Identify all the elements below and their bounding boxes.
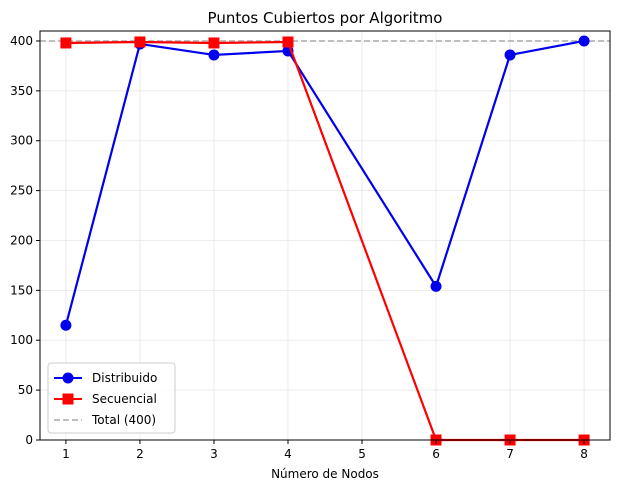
- legend: Distribuido Secuencial Total (400): [47, 362, 176, 434]
- y-tick-label: 350: [10, 84, 33, 98]
- data-point-distribuido: [578, 35, 590, 47]
- x-tick-label: 5: [358, 447, 366, 461]
- data-point-secuencial: [282, 36, 294, 48]
- x-tick-label: 1: [62, 447, 70, 461]
- x-tick-label: 3: [210, 447, 218, 461]
- y-tick-label: 0: [25, 433, 33, 447]
- x-axis-title: Número de Nodos: [271, 467, 379, 481]
- y-tick-label: 250: [10, 184, 33, 198]
- data-point-secuencial: [60, 37, 72, 49]
- y-tick-label: 200: [10, 233, 33, 247]
- y-axis-ticks: 0 50 100 150 200 250 300 350 400: [10, 34, 40, 447]
- plot-frame: [39, 30, 611, 441]
- x-tick-label: 7: [506, 447, 514, 461]
- y-tick-label: 150: [10, 283, 33, 297]
- y-tick-label: 400: [10, 34, 33, 48]
- data-point-secuencial: [134, 36, 146, 48]
- x-axis-ticks: 1 2 3 4 5 6 7 8: [62, 440, 588, 461]
- data-point-distribuido: [208, 49, 220, 61]
- legend-label-distribuido: Distribuido: [92, 371, 157, 385]
- x-tick-label: 6: [432, 447, 440, 461]
- legend-label-secuencial: Secuencial: [92, 392, 157, 406]
- data-point-distribuido: [430, 280, 442, 292]
- chart-title: Puntos Cubiertos por Algoritmo: [208, 9, 443, 27]
- data-point-distribuido: [504, 49, 516, 61]
- y-tick-label: 100: [10, 333, 33, 347]
- data-point-secuencial: [208, 37, 220, 49]
- legend-box: [47, 362, 176, 434]
- data-point-distribuido: [60, 319, 72, 331]
- x-tick-label: 8: [580, 447, 588, 461]
- y-tick-label: 300: [10, 134, 33, 148]
- x-tick-label: 2: [136, 447, 144, 461]
- legend-marker-secuencial: [62, 393, 74, 405]
- legend-label-total: Total (400): [91, 413, 156, 427]
- legend-marker-distribuido: [62, 372, 74, 384]
- y-tick-label: 50: [18, 383, 33, 397]
- x-tick-label: 4: [284, 447, 292, 461]
